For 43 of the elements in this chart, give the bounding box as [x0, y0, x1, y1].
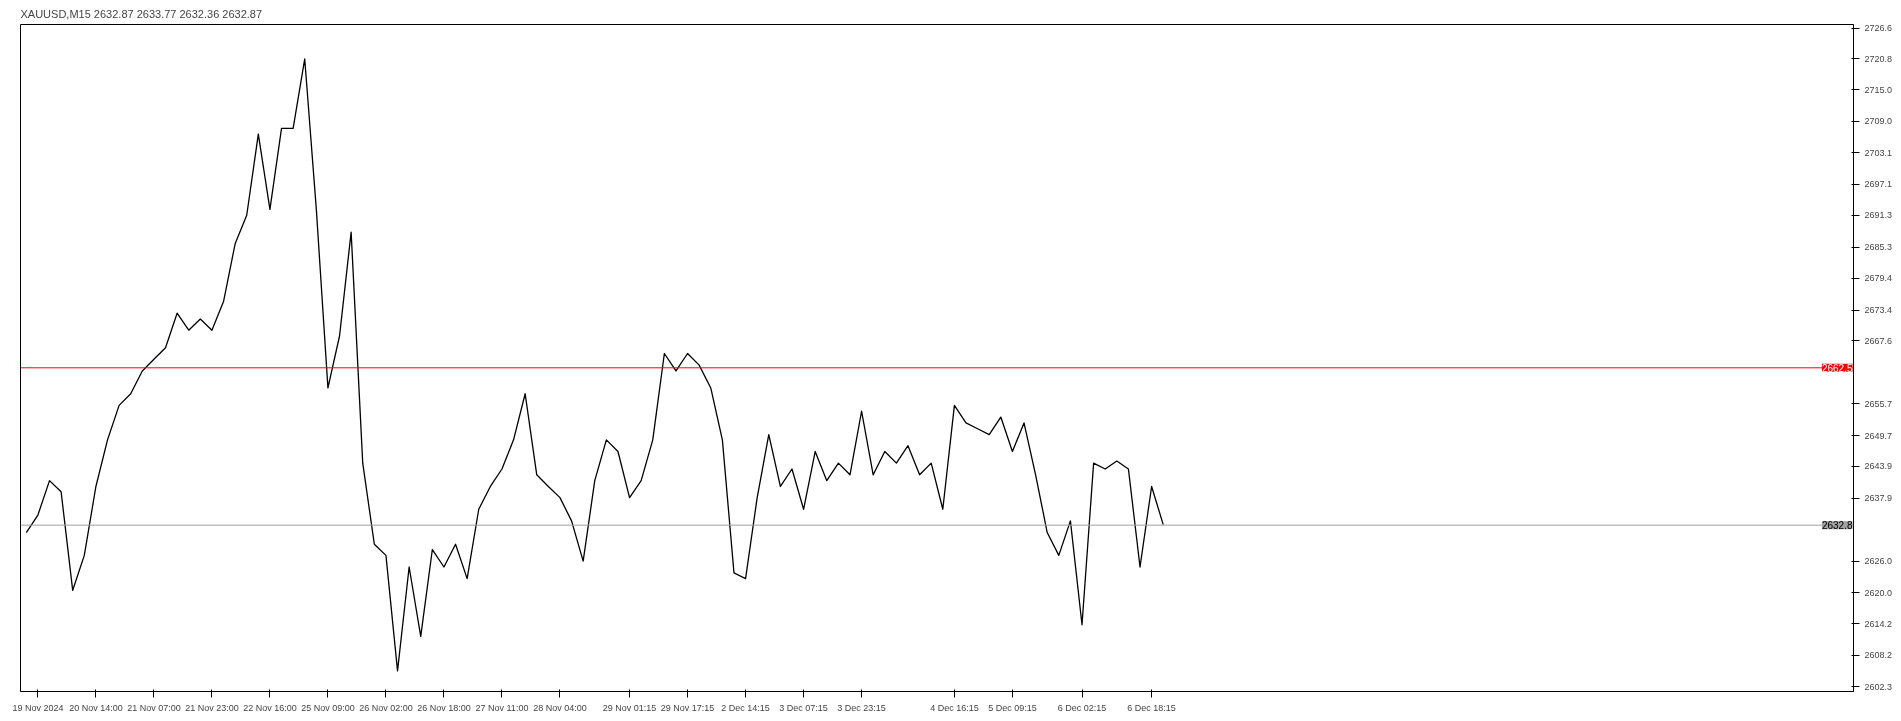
- x-tick-label: 6 Dec 02:15: [1057, 702, 1107, 713]
- y-tick-label: 2697.1: [1864, 179, 1893, 190]
- y-tick-label: 2726.6: [1864, 23, 1893, 34]
- line-series: [25, 58, 1164, 672]
- x-tick-label: 3 Dec 23:15: [837, 702, 886, 713]
- x-tick-label: 28 Nov 04:00: [533, 702, 587, 713]
- x-tick-label: 29 Nov 17:15: [660, 702, 715, 713]
- x-tick-label: 20 Nov 14:00: [69, 702, 123, 713]
- y-tick-label: 2703.1: [1864, 147, 1893, 158]
- y-tick-label: 2608.2: [1864, 650, 1893, 661]
- x-tick-label: 21 Nov 07:00: [127, 702, 181, 713]
- x-tick-label: 6 Dec 18:15: [1127, 702, 1176, 713]
- x-tick-label: 5 Dec 09:15: [988, 702, 1037, 713]
- chart-title: XAUUSD,M15 2632.87 2633.77 2632.36 2632.87: [20, 7, 263, 20]
- x-tick-label: 22 Nov 16:00: [243, 702, 297, 713]
- y-tick-label: 2614.2: [1864, 618, 1893, 629]
- x-tick-label: 4 Dec 16:15: [930, 702, 979, 713]
- x-tick-label: 21 Nov 23:00: [185, 702, 239, 713]
- y-tick-label: 2685.3: [1864, 242, 1893, 253]
- ref-line-label: 2632.8: [1821, 520, 1853, 532]
- y-tick-label: 2709.0: [1864, 116, 1893, 127]
- x-tick-label: 3 Dec 07:15: [779, 702, 828, 713]
- y-tick-label: 2655.7: [1864, 398, 1893, 409]
- x-tick-label: 27 Nov 11:00: [475, 702, 529, 713]
- y-tick-label: 2643.9: [1864, 461, 1893, 472]
- y-tick-label: 2679.4: [1864, 273, 1893, 284]
- ref-line-label: 2662.5: [1821, 362, 1853, 374]
- x-tick-label: 26 Nov 18:00: [417, 702, 471, 713]
- x-tick-label: 25 Nov 09:00: [301, 702, 355, 713]
- y-tick-label: 2691.3: [1864, 210, 1893, 221]
- y-tick-label: 2667.6: [1864, 335, 1893, 346]
- y-tick-label: 2620.0: [1864, 587, 1893, 598]
- y-tick-label: 2715.0: [1864, 84, 1893, 95]
- y-tick-label: 2637.9: [1864, 493, 1893, 504]
- y-tick-label: 2602.3: [1864, 681, 1893, 692]
- y-tick-label: 2673.4: [1864, 305, 1893, 316]
- y-tick-label: 2649.7: [1864, 430, 1893, 441]
- x-tick-label: 19 Nov 2024: [12, 702, 64, 713]
- y-tick-label: 2626.0: [1864, 556, 1893, 567]
- x-tick-label: 29 Nov 01:15: [602, 702, 657, 713]
- y-tick-label: 2720.8: [1864, 53, 1893, 64]
- x-tick-label: 26 Nov 02:00: [359, 702, 413, 713]
- x-tick-label: 2 Dec 14:15: [721, 702, 770, 713]
